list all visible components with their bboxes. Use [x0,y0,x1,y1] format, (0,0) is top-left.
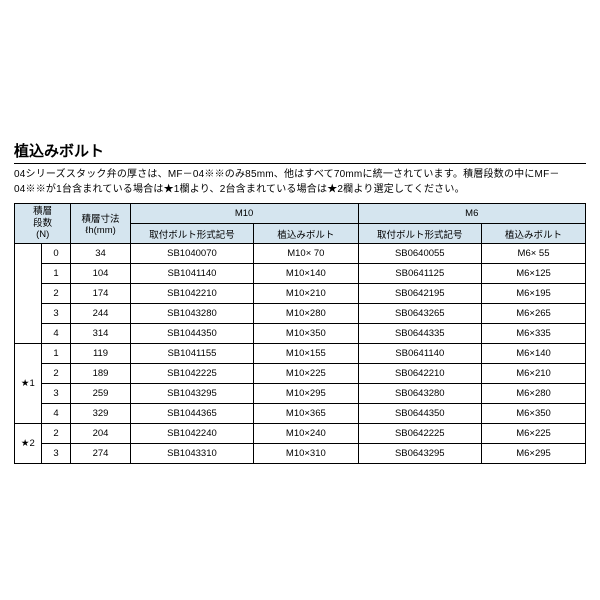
header-m6-bolt: 植込みボルト [482,224,586,244]
dim-cell: 204 [71,424,130,444]
m6-bolt-cell: M6×350 [482,404,586,424]
m10-bolt-cell: M10×155 [254,344,358,364]
n-cell: 2 [41,424,71,444]
m6-code-cell: SB0643295 [358,444,482,464]
table-row: 3244SB1043280M10×280SB0643265M6×265 [15,304,586,324]
table-row: ★22204SB1042240M10×240SB0642225M6×225 [15,424,586,444]
m10-code-cell: SB1041155 [130,344,254,364]
star-cell: ★2 [15,424,42,464]
n-cell: 1 [41,344,71,364]
page-title: 植込みボルト [14,140,586,164]
dim-cell: 314 [71,324,130,344]
m6-code-cell: SB0642210 [358,364,482,384]
m6-code-cell: SB0640055 [358,244,482,264]
star-cell: ★1 [15,344,42,424]
m6-bolt-cell: M6× 55 [482,244,586,264]
n-cell: 1 [41,264,71,284]
n-cell: 3 [41,304,71,324]
n-cell: 0 [41,244,71,264]
dim-cell: 244 [71,304,130,324]
bolt-table: 積層 段数 (N) 積層寸法 ℓh(mm) M10 M6 取付ボルト形式記号 植… [14,203,586,464]
n-cell: 4 [41,324,71,344]
m10-bolt-cell: M10×310 [254,444,358,464]
m10-bolt-cell: M10×295 [254,384,358,404]
m10-code-cell: SB1042225 [130,364,254,384]
m6-bolt-cell: M6×125 [482,264,586,284]
m6-bolt-cell: M6×225 [482,424,586,444]
m6-bolt-cell: M6×265 [482,304,586,324]
m6-code-cell: SB0642195 [358,284,482,304]
n-cell: 3 [41,384,71,404]
m6-bolt-cell: M6×195 [482,284,586,304]
m6-code-cell: SB0644350 [358,404,482,424]
header-dim: 積層寸法 ℓh(mm) [71,204,130,244]
m10-code-cell: SB1041140 [130,264,254,284]
n-cell: 2 [41,284,71,304]
m10-code-cell: SB1040070 [130,244,254,264]
m6-bolt-cell: M6×210 [482,364,586,384]
m10-code-cell: SB1044350 [130,324,254,344]
table-row: 034SB1040070M10× 70SB0640055M6× 55 [15,244,586,264]
star-cell [15,244,42,344]
m6-bolt-cell: M6×335 [482,324,586,344]
dim-cell: 259 [71,384,130,404]
m10-code-cell: SB1042210 [130,284,254,304]
dim-cell: 174 [71,284,130,304]
m6-bolt-cell: M6×140 [482,344,586,364]
m10-bolt-cell: M10×350 [254,324,358,344]
m6-code-cell: SB0644335 [358,324,482,344]
table-row: 4329SB1044365M10×365SB0644350M6×350 [15,404,586,424]
m6-code-cell: SB0641140 [358,344,482,364]
header-m10-bolt: 植込みボルト [254,224,358,244]
table-row: ★11119SB1041155M10×155SB0641140M6×140 [15,344,586,364]
table-row: 1104SB1041140M10×140SB0641125M6×125 [15,264,586,284]
m10-code-cell: SB1042240 [130,424,254,444]
n-cell: 4 [41,404,71,424]
dim-cell: 274 [71,444,130,464]
m10-bolt-cell: M10×140 [254,264,358,284]
description: 04シリーズスタック弁の厚さは、MF－04※※のみ85mm、他はすべて70mmに… [14,168,586,197]
m10-bolt-cell: M10×280 [254,304,358,324]
dim-cell: 189 [71,364,130,384]
table-row: 3259SB1043295M10×295SB0643280M6×280 [15,384,586,404]
m6-code-cell: SB0643265 [358,304,482,324]
m10-code-cell: SB1043280 [130,304,254,324]
m6-code-cell: SB0641125 [358,264,482,284]
n-cell: 3 [41,444,71,464]
table-row: 2189SB1042225M10×225SB0642210M6×210 [15,364,586,384]
m10-bolt-cell: M10×210 [254,284,358,304]
m6-code-cell: SB0642225 [358,424,482,444]
header-m6: M6 [358,204,585,224]
m10-code-cell: SB1043295 [130,384,254,404]
m10-code-cell: SB1043310 [130,444,254,464]
header-m10-code: 取付ボルト形式記号 [130,224,254,244]
table-row: 4314SB1044350M10×350SB0644335M6×335 [15,324,586,344]
m10-bolt-cell: M10×225 [254,364,358,384]
header-m10: M10 [130,204,358,224]
m6-bolt-cell: M6×280 [482,384,586,404]
dim-cell: 34 [71,244,130,264]
m10-bolt-cell: M10×365 [254,404,358,424]
m10-bolt-cell: M10× 70 [254,244,358,264]
n-cell: 2 [41,364,71,384]
table-row: 2174SB1042210M10×210SB0642195M6×195 [15,284,586,304]
dim-cell: 329 [71,404,130,424]
m10-bolt-cell: M10×240 [254,424,358,444]
m6-bolt-cell: M6×295 [482,444,586,464]
header-m6-code: 取付ボルト形式記号 [358,224,482,244]
header-group: 積層 段数 (N) [15,204,71,244]
dim-cell: 119 [71,344,130,364]
table-row: 3274SB1043310M10×310SB0643295M6×295 [15,444,586,464]
m6-code-cell: SB0643280 [358,384,482,404]
m10-code-cell: SB1044365 [130,404,254,424]
dim-cell: 104 [71,264,130,284]
